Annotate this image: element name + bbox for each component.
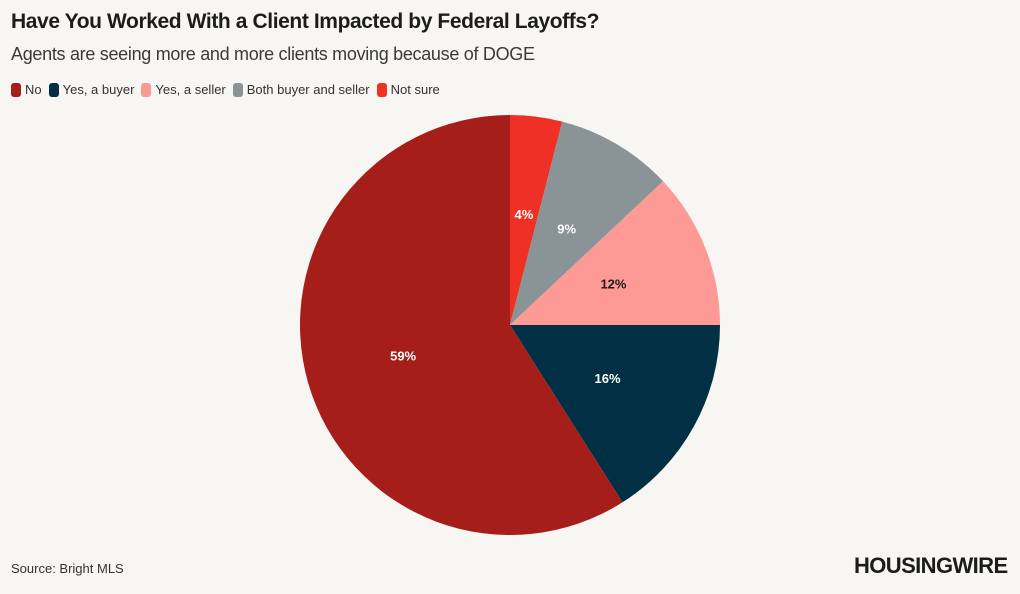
chart-title: Have You Worked With a Client Impacted b…: [11, 10, 600, 33]
source-note: Source: Bright MLS: [11, 561, 124, 576]
housingwire-logo: HOUSINGWIRE: [854, 553, 1008, 578]
legend-label: No: [25, 82, 42, 97]
slice-label-no: 59%: [390, 349, 416, 364]
slice-label-not-sure: 4%: [515, 207, 534, 222]
legend-label: Yes, a seller: [155, 82, 226, 97]
legend-item-no: No: [11, 82, 42, 97]
chart-legend: No Yes, a buyer Yes, a seller Both buyer an…: [11, 82, 447, 97]
legend-swatch: [232, 82, 243, 97]
legend-item-yes-a-buyer: Yes, a buyer: [48, 82, 135, 97]
pie-slice-not-sure: [510, 115, 563, 325]
legend-swatch: [11, 82, 21, 97]
legend-swatch: [141, 82, 152, 97]
slice-label-yes-a-seller: 12%: [600, 277, 626, 292]
pie-slice-yes-a-buyer: [510, 325, 720, 503]
chart-subtitle: Agents are seeing more and more clients …: [11, 44, 535, 64]
pie-slice-both-buyer-and-seller: [510, 121, 664, 325]
slice-label-yes-a-buyer: 16%: [595, 371, 621, 386]
legend-label: Both buyer and seller: [246, 82, 370, 97]
pie-slice-yes-a-seller: [510, 181, 720, 325]
legend-swatch: [48, 82, 59, 97]
legend-swatch: [376, 82, 387, 97]
legend-label: Not sure: [390, 82, 440, 97]
slice-label-both-buyer-and-seller: 9%: [557, 222, 576, 237]
legend-item-both-buyer-and-seller: Both buyer and seller: [232, 82, 370, 97]
legend-label: Yes, a buyer: [62, 82, 135, 97]
legend-item-yes-a-seller: Yes, a seller: [141, 82, 226, 97]
pie-slice-no: [300, 115, 623, 535]
legend-item-not-sure: Not sure: [376, 82, 440, 97]
